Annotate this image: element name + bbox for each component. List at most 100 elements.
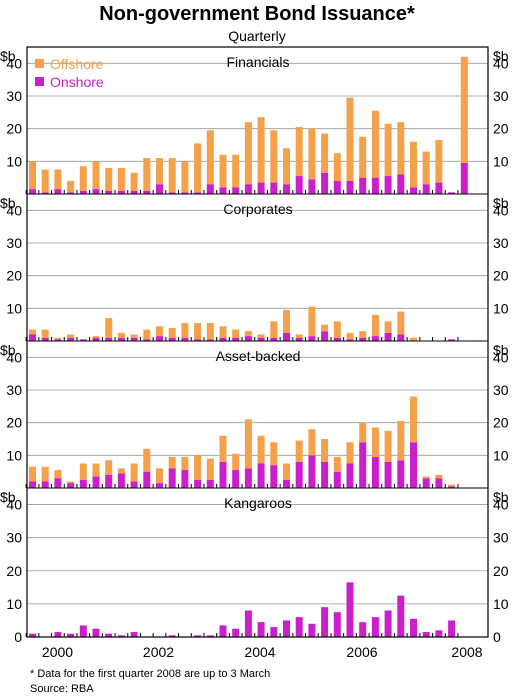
bar-onshore bbox=[346, 582, 354, 637]
bar-onshore bbox=[168, 192, 176, 194]
bar-onshore bbox=[397, 174, 405, 194]
bar-offshore bbox=[29, 329, 36, 335]
bar-onshore bbox=[371, 177, 379, 194]
bar-offshore bbox=[257, 117, 265, 183]
bar-offshore bbox=[359, 422, 367, 443]
bar-onshore bbox=[384, 610, 392, 637]
bar-onshore bbox=[194, 479, 202, 488]
bar-offshore bbox=[283, 309, 290, 333]
bar-offshore bbox=[168, 327, 176, 338]
bar-offshore bbox=[321, 439, 329, 462]
bar-onshore bbox=[295, 176, 303, 194]
bar-offshore bbox=[156, 158, 163, 185]
panel-title: Corporates bbox=[223, 201, 292, 217]
y-tick-label-right: 10 bbox=[493, 300, 509, 316]
bar-offshore bbox=[384, 321, 392, 333]
bar-onshore bbox=[333, 180, 341, 194]
bar-onshore bbox=[194, 192, 202, 194]
chart-source: Source: RBA bbox=[30, 683, 94, 695]
bar-onshore bbox=[397, 460, 405, 488]
bar-offshore bbox=[29, 466, 36, 482]
bar-offshore bbox=[130, 334, 138, 338]
bar-onshore bbox=[346, 339, 354, 341]
bar-offshore bbox=[105, 460, 113, 475]
bar-offshore bbox=[67, 334, 75, 338]
bar-onshore bbox=[270, 182, 278, 194]
unit-label-left: $b bbox=[0, 195, 16, 211]
bar-onshore bbox=[283, 184, 290, 194]
bar-offshore bbox=[79, 166, 87, 191]
bar-onshore bbox=[54, 478, 62, 488]
bar-onshore bbox=[295, 337, 303, 341]
bar-offshore bbox=[92, 463, 100, 477]
bar-offshore bbox=[359, 136, 367, 178]
bar-offshore bbox=[130, 463, 138, 482]
bar-onshore bbox=[346, 180, 354, 194]
bar-offshore bbox=[333, 321, 341, 338]
y-tick-label-right: 30 bbox=[493, 235, 509, 251]
y-tick-label-left: 20 bbox=[6, 415, 22, 431]
panel-title: Asset-backed bbox=[216, 348, 301, 364]
bar-onshore bbox=[79, 479, 87, 488]
y-tick-label-right: 30 bbox=[493, 382, 509, 398]
bar-offshore bbox=[371, 427, 379, 457]
bar-onshore bbox=[92, 189, 100, 194]
bar-onshore bbox=[397, 334, 405, 341]
bar-onshore bbox=[346, 463, 354, 488]
bar-onshore bbox=[92, 337, 100, 341]
legend-label: Onshore bbox=[50, 74, 104, 90]
bar-onshore bbox=[384, 461, 392, 488]
bar-onshore bbox=[333, 612, 341, 637]
bar-offshore bbox=[156, 326, 163, 337]
y-tick-label-left: 10 bbox=[6, 447, 22, 463]
bar-onshore bbox=[283, 332, 290, 341]
bar-onshore bbox=[219, 625, 227, 637]
bar-onshore bbox=[435, 478, 443, 488]
bar-offshore bbox=[206, 130, 214, 185]
bar-offshore bbox=[232, 453, 240, 471]
bar-onshore bbox=[321, 607, 329, 637]
y-tick-label-left: 10 bbox=[6, 596, 22, 612]
bar-offshore bbox=[54, 169, 62, 190]
bar-offshore bbox=[232, 329, 240, 338]
legend-label: Offshore bbox=[50, 56, 104, 72]
bar-onshore bbox=[295, 617, 303, 637]
bar-offshore bbox=[295, 334, 303, 338]
bar-offshore bbox=[168, 158, 176, 193]
bar-onshore bbox=[143, 471, 151, 488]
unit-label-right: $b bbox=[493, 342, 509, 358]
bar-onshore bbox=[219, 187, 227, 194]
bar-onshore bbox=[308, 179, 316, 194]
bar-onshore bbox=[206, 339, 214, 341]
y-tick-label-left: 20 bbox=[6, 268, 22, 284]
bar-onshore bbox=[206, 479, 214, 488]
bar-onshore bbox=[54, 632, 62, 637]
bar-offshore bbox=[346, 332, 354, 340]
bar-offshore bbox=[308, 429, 316, 456]
bar-offshore bbox=[41, 329, 49, 338]
y-tick-label-right: 20 bbox=[493, 268, 509, 284]
x-tick-label: 2002 bbox=[143, 644, 174, 660]
bar-offshore bbox=[130, 172, 138, 191]
y-tick-label-right: 10 bbox=[493, 596, 509, 612]
bar-offshore bbox=[67, 481, 75, 484]
bar-onshore bbox=[321, 172, 329, 194]
bar-offshore bbox=[308, 128, 316, 180]
bar-onshore bbox=[105, 474, 113, 488]
bar-offshore bbox=[67, 180, 75, 193]
bar-onshore bbox=[232, 628, 240, 637]
bar-onshore bbox=[79, 190, 87, 194]
bar-onshore bbox=[448, 486, 456, 488]
y-tick-label-left: 20 bbox=[6, 563, 22, 579]
bar-offshore bbox=[181, 323, 189, 338]
bar-onshore bbox=[156, 483, 163, 488]
bar-offshore bbox=[156, 468, 163, 484]
bar-onshore bbox=[117, 337, 125, 341]
bar-onshore bbox=[371, 617, 379, 637]
bar-offshore bbox=[410, 337, 417, 341]
bar-onshore bbox=[371, 456, 379, 488]
bar-onshore bbox=[232, 337, 240, 341]
